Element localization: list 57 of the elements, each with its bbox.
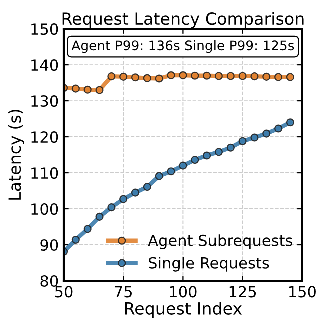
point [238, 137, 247, 146]
point [191, 156, 200, 164]
point [203, 72, 212, 80]
x-tick-label: 150 [289, 286, 316, 298]
y-tick-label: 110 [32, 168, 58, 180]
point [120, 195, 128, 204]
point [262, 130, 271, 138]
y-tick-label: 80 [40, 275, 58, 288]
y-tick-label: 130 [32, 96, 58, 108]
point [286, 73, 295, 82]
point [72, 84, 80, 93]
x-axis-title: Request Index [125, 302, 242, 318]
y-tick-label: 90 [40, 239, 58, 252]
x-tick-label: 125 [230, 286, 256, 298]
point [191, 72, 200, 80]
point [250, 72, 259, 81]
point [262, 72, 271, 81]
y-tick-label: 140 [32, 60, 58, 72]
point [120, 72, 128, 81]
point [214, 72, 223, 80]
point [274, 124, 283, 133]
y-tick-label: 120 [32, 132, 58, 144]
x-tick-label: 50 [55, 286, 73, 298]
point [131, 74, 140, 82]
point [72, 236, 80, 244]
y-axis-title: Latency (s) [8, 110, 24, 200]
point [179, 162, 188, 170]
legend-label: Agent Subrequests [148, 234, 292, 250]
point [167, 71, 176, 80]
point [203, 152, 212, 160]
point [214, 148, 223, 156]
point [226, 72, 235, 80]
point [96, 86, 104, 94]
point [250, 134, 259, 142]
chart-title: Request Latency Comparison [62, 12, 304, 28]
point [238, 72, 247, 80]
legend-label: Single Requests [149, 257, 270, 272]
x-tick-label: 100 [170, 286, 197, 298]
point [84, 225, 92, 234]
point [274, 73, 283, 82]
point [155, 74, 164, 83]
annotation: Agent P99: 136s Single P99: 125s [72, 40, 294, 54]
point [108, 72, 116, 81]
point [131, 188, 140, 197]
point [226, 144, 235, 152]
point [167, 168, 176, 176]
point [143, 183, 152, 192]
point [179, 71, 188, 80]
y-tick-label: 150 [32, 24, 58, 36]
point [84, 86, 92, 94]
point [108, 204, 116, 212]
y-tick-label: 100 [32, 203, 58, 216]
point [96, 212, 104, 221]
point [143, 74, 152, 82]
point [286, 118, 295, 127]
x-tick-label: 75 [115, 286, 132, 298]
point [155, 172, 164, 180]
